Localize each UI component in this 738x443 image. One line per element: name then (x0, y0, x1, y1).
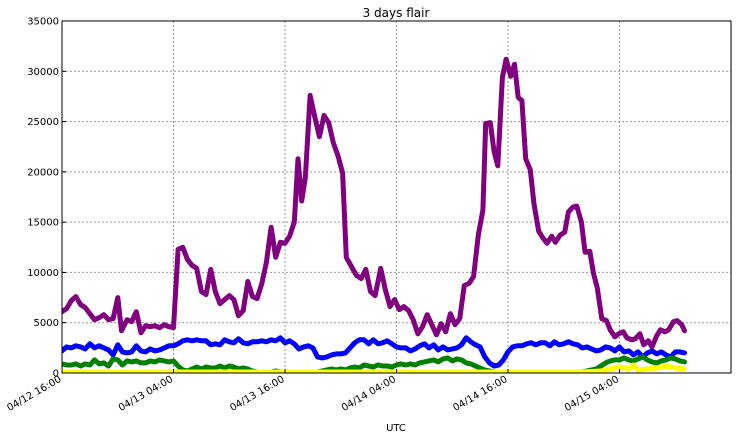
series-line-4 (62, 362, 687, 373)
chart-title: 3 days flair (363, 6, 430, 20)
x-tick-label: 04/15 04:00 (563, 374, 621, 414)
y-tick-label: 5000 (34, 318, 59, 329)
y-tick-label: 10000 (27, 268, 59, 279)
y-tick-label: 25000 (27, 117, 59, 128)
x-tick-label: 04/14 16:00 (451, 374, 509, 414)
x-tick-label: 04/12 16:00 (5, 374, 63, 414)
series-line-2 (62, 335, 687, 369)
x-axis-label: UTC (386, 423, 406, 434)
series-layer (62, 56, 687, 373)
y-tick-label: 0 (53, 369, 59, 380)
y-tick-label: 30000 (27, 67, 59, 78)
x-tick-label: 04/13 16:00 (228, 374, 286, 414)
series-line-1 (62, 56, 687, 350)
y-axis-ticks: 0 5000 10000 15000 20000 25000 30000 35000 (27, 17, 66, 380)
x-tick-label: 04/14 04:00 (340, 374, 398, 414)
y-tick-label: 35000 (27, 17, 59, 28)
y-tick-label: 15000 (27, 218, 59, 229)
x-axis-ticks: 04/12 16:00 04/13 04:00 04/13 16:00 04/14 0… (5, 369, 621, 414)
y-tick-label: 20000 (27, 167, 59, 178)
x-tick-label: 04/13 04:00 (117, 374, 175, 414)
